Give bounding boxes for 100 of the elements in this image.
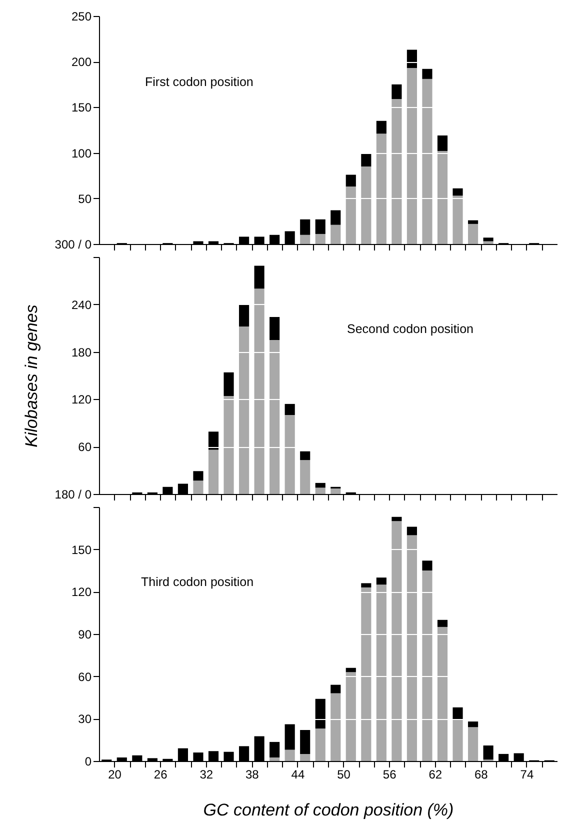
bar bbox=[406, 68, 418, 244]
bar bbox=[468, 224, 478, 244]
bar bbox=[284, 724, 295, 750]
x-tick-label: 20 bbox=[108, 768, 122, 782]
y-tick-label: 150 bbox=[71, 542, 92, 557]
bar bbox=[330, 224, 341, 244]
bar bbox=[284, 415, 295, 494]
bar bbox=[392, 521, 402, 761]
y-tick-label: 90 bbox=[78, 628, 92, 642]
bar bbox=[361, 154, 372, 166]
bar bbox=[422, 560, 432, 570]
bar bbox=[437, 620, 448, 627]
bar bbox=[315, 488, 326, 494]
y-tick-label: 150 bbox=[71, 100, 92, 115]
bar bbox=[300, 730, 310, 754]
bar bbox=[300, 234, 310, 244]
bar bbox=[392, 84, 402, 99]
bar bbox=[270, 340, 280, 494]
y-tick-label: 60 bbox=[78, 670, 92, 684]
bar bbox=[346, 174, 356, 187]
x-tick-label: 32 bbox=[200, 768, 214, 782]
y-tick-label: 50 bbox=[78, 192, 92, 206]
bar bbox=[330, 693, 341, 761]
bar bbox=[406, 50, 418, 68]
bar bbox=[376, 120, 386, 134]
bar bbox=[376, 584, 386, 761]
text: First codon position bbox=[145, 75, 254, 89]
bar bbox=[330, 488, 341, 494]
bar bbox=[238, 326, 250, 494]
y-tick-label: 60 bbox=[78, 440, 92, 454]
bar bbox=[452, 196, 463, 244]
bar bbox=[392, 98, 402, 244]
bar bbox=[437, 135, 448, 151]
bar bbox=[193, 471, 204, 481]
bar bbox=[346, 668, 356, 672]
bar bbox=[208, 432, 219, 450]
bar bbox=[452, 720, 463, 761]
bar bbox=[452, 188, 463, 196]
bar bbox=[315, 234, 326, 244]
bar bbox=[315, 728, 326, 761]
bar bbox=[376, 134, 386, 244]
bar bbox=[376, 578, 386, 585]
bar bbox=[284, 750, 295, 761]
y-tick-label: 300 / 0 bbox=[54, 238, 92, 252]
text: Second codon position bbox=[347, 322, 474, 336]
y-axis-title: Kilobases in genes bbox=[22, 304, 41, 448]
x-tick-label: 74 bbox=[520, 768, 534, 782]
bar bbox=[483, 238, 494, 242]
y-tick-label: 30 bbox=[78, 712, 92, 726]
bar bbox=[392, 516, 402, 522]
bar bbox=[208, 450, 219, 494]
bar bbox=[284, 404, 295, 415]
text: Third codon position bbox=[141, 575, 254, 589]
x-tick-label: 38 bbox=[245, 768, 260, 782]
bar bbox=[361, 583, 372, 588]
bar bbox=[193, 480, 204, 494]
x-tick-label: 68 bbox=[474, 768, 488, 782]
bar bbox=[346, 672, 356, 761]
y-tick-label: 0 bbox=[84, 754, 92, 768]
bar bbox=[270, 317, 280, 340]
bar bbox=[483, 241, 494, 244]
bar bbox=[346, 186, 356, 244]
y-tick-label: 200 bbox=[71, 55, 92, 70]
y-tick-label: 180 bbox=[71, 345, 92, 360]
bar bbox=[406, 535, 418, 761]
bar bbox=[361, 166, 372, 244]
bar bbox=[437, 150, 448, 244]
y-tick-label: 180 / 0 bbox=[54, 488, 92, 502]
bar bbox=[422, 68, 432, 79]
y-tick-label: 240 bbox=[71, 298, 92, 312]
bar bbox=[315, 482, 326, 488]
bar bbox=[437, 626, 448, 761]
y-tick-label: 250 bbox=[71, 10, 92, 24]
bar bbox=[300, 460, 310, 494]
bar bbox=[224, 372, 234, 396]
bar bbox=[330, 210, 341, 225]
bar bbox=[468, 220, 478, 224]
bar bbox=[361, 587, 372, 761]
bar bbox=[300, 451, 310, 460]
y-tick-label: 100 bbox=[71, 146, 92, 160]
y-tick-label: 120 bbox=[71, 392, 92, 407]
x-axis-title: GC content of codon position (%) bbox=[203, 800, 454, 820]
x-tick-label: 56 bbox=[382, 768, 397, 782]
bar bbox=[300, 219, 310, 235]
bar bbox=[300, 754, 310, 761]
bar bbox=[238, 304, 250, 327]
bar bbox=[468, 727, 478, 761]
bar bbox=[468, 721, 478, 728]
y-tick-label: 120 bbox=[71, 585, 92, 600]
bar bbox=[452, 707, 463, 720]
bar bbox=[270, 757, 280, 761]
bar bbox=[422, 78, 432, 244]
bar bbox=[315, 219, 326, 234]
bar bbox=[254, 288, 264, 494]
bar bbox=[422, 570, 432, 761]
x-tick-label: 44 bbox=[291, 768, 305, 782]
x-tick-label: 62 bbox=[428, 768, 442, 782]
bar bbox=[330, 684, 341, 694]
bar bbox=[270, 742, 280, 758]
bar bbox=[406, 526, 418, 536]
